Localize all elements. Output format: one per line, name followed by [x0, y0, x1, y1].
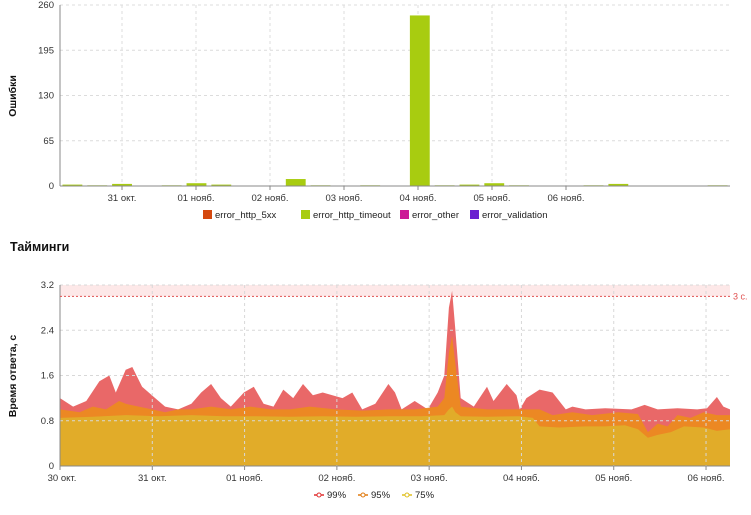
errors-x-tick-label: 03 нояб.	[326, 193, 363, 204]
timings-area-75pct	[60, 406, 730, 466]
errors-bar	[608, 183, 629, 186]
errors-x-tick-label: 06 нояб.	[548, 193, 585, 204]
legend-label: error_http_5xx	[215, 210, 277, 221]
errors-y-tick-label: 260	[38, 0, 54, 11]
errors-y-tick-label: 65	[43, 136, 54, 147]
legend-marker	[316, 492, 322, 498]
timings-x-tick-label: 02 нояб.	[318, 473, 355, 484]
errors-bar	[484, 183, 505, 186]
timings-x-tick-label: 06 нояб.	[688, 473, 725, 484]
timings-x-tick-label: 30 окт.	[48, 473, 77, 484]
errors-bar	[112, 183, 132, 186]
timings-x-tick-label: 03 нояб.	[411, 473, 448, 484]
threshold-band	[60, 285, 730, 297]
errors-x-tick-label: 04 нояб.	[400, 193, 437, 204]
errors-x-tick-label: 31 окт.	[108, 193, 137, 204]
legend-marker	[404, 492, 410, 498]
errors-x-tick-label: 01 нояб.	[178, 193, 215, 204]
legend-swatch	[470, 210, 479, 219]
errors-grid	[60, 4, 730, 186]
legend-label: error_other	[412, 210, 459, 221]
errors-bar	[62, 184, 83, 186]
errors-y-axis-label: Ошибки	[7, 75, 19, 117]
errors-bars	[62, 15, 728, 187]
errors-x-tick-label: 02 нояб.	[252, 193, 289, 204]
timings-grid	[60, 284, 730, 466]
errors-y-tick-label: 0	[49, 181, 54, 192]
errors-bar	[211, 184, 232, 186]
threshold-label: 3 с.	[733, 291, 748, 301]
errors-bar	[186, 183, 207, 186]
legend-label: 99%	[327, 490, 347, 501]
timings-x-tick-label: 05 нояб.	[595, 473, 632, 484]
timings-axes: 0 0.8 1.6 2.4 3.2 30 окт. 31 окт. 01 нояб. 02 но…	[41, 280, 730, 484]
errors-y-tick-label: 195	[38, 45, 54, 56]
errors-x-tick-label: 05 нояб.	[474, 193, 511, 204]
timings-x-tick-label: 01 нояб.	[226, 473, 263, 484]
timings-title: Тайминги	[10, 240, 69, 254]
timings-y-tick-label: 0.8	[41, 416, 54, 427]
timings-y-tick-label: 2.4	[41, 325, 54, 336]
legend-marker	[360, 492, 366, 498]
legend-label: error_validation	[482, 210, 547, 221]
legend-label: error_http_timeout	[313, 210, 391, 221]
timings-areas	[60, 290, 730, 466]
timings-legend: 99% 95% 75%	[314, 490, 435, 501]
errors-chart: 0 65 130 195 260 31 окт. 01 нояб. 02 нояб. 03 но…	[7, 0, 730, 221]
timings-y-tick-label: 1.6	[41, 371, 54, 382]
legend-swatch	[400, 210, 409, 219]
timings-y-tick-label: 0	[49, 461, 54, 472]
timings-x-tick-label: 31 окт.	[138, 473, 167, 484]
timings-y-axis-label: Время ответа, с	[7, 335, 19, 418]
errors-legend: error_http_5xx error_http_timeout error_ot…	[203, 210, 547, 221]
errors-bar	[459, 184, 480, 186]
errors-axes: 0 65 130 195 260 31 окт. 01 нояб. 02 нояб. 03 но…	[38, 0, 730, 204]
errors-y-tick-label: 130	[38, 91, 54, 102]
legend-swatch	[203, 210, 212, 219]
legend-label: 75%	[415, 490, 435, 501]
legend-swatch	[301, 210, 310, 219]
errors-bar	[409, 15, 430, 187]
errors-bar	[285, 179, 306, 186]
timings-y-tick-label: 3.2	[41, 280, 54, 291]
timings-chart: 0 0.8 1.6 2.4 3.2 30 окт. 31 окт. 01 нояб. 02 но…	[7, 280, 748, 501]
timings-x-tick-label: 04 нояб.	[503, 473, 540, 484]
legend-label: 95%	[371, 490, 391, 501]
